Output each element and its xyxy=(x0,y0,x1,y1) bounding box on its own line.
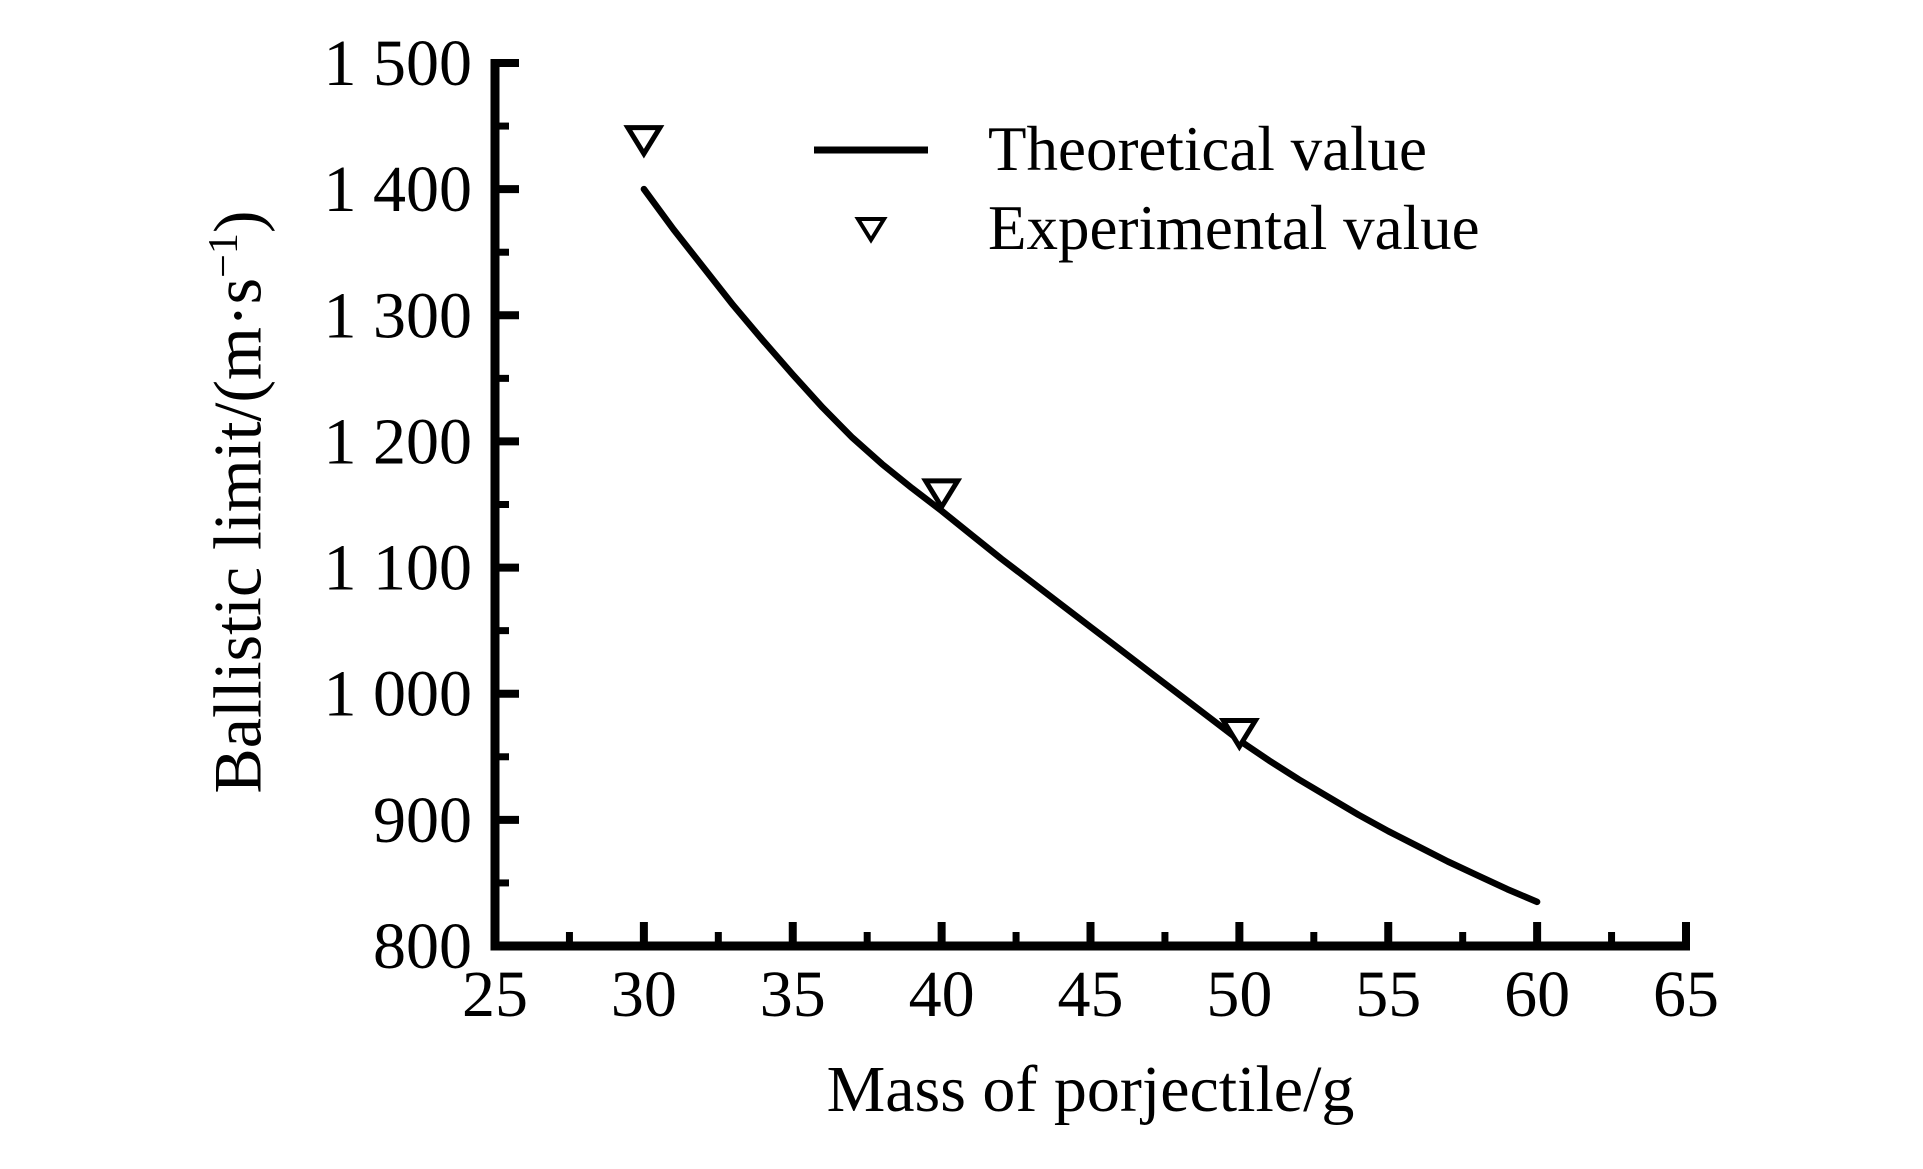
y-axis-title: Ballistic limit/(m·s−1) xyxy=(199,210,278,793)
x-axis-title: Mass of porjectile/g xyxy=(826,1053,1355,1126)
y-tick-label: 800 xyxy=(373,910,472,983)
legend-item-experimental: Experimental value xyxy=(806,189,1480,268)
x-tick-label: 30 xyxy=(611,958,677,1031)
y-axis-title-exponent: −1 xyxy=(199,233,247,278)
experimental-marker xyxy=(623,125,665,159)
triangle-down-icon xyxy=(806,214,936,244)
y-tick-label: 1 300 xyxy=(324,279,473,352)
y-tick-label: 1 100 xyxy=(324,532,473,605)
y-tick-label: 1 500 xyxy=(324,27,473,100)
experimental-marker xyxy=(1218,718,1260,752)
y-axis-title-text: Ballistic limit/(m·s xyxy=(199,277,276,794)
legend: Theoretical value Experimental value xyxy=(806,110,1480,268)
y-tick-label: 1 000 xyxy=(324,658,473,731)
experimental-marker xyxy=(921,478,963,512)
x-tick-label: 55 xyxy=(1355,958,1421,1031)
x-tick-label: 35 xyxy=(760,958,826,1031)
x-tick-label: 45 xyxy=(1058,958,1124,1031)
y-tick-label: 900 xyxy=(373,784,472,857)
y-axis-title-close: ) xyxy=(199,210,276,234)
x-tick-label: 65 xyxy=(1653,958,1719,1031)
y-tick-label: 1 200 xyxy=(324,405,473,478)
legend-label-theoretical: Theoretical value xyxy=(988,114,1428,184)
x-tick-label: 60 xyxy=(1504,958,1570,1031)
legend-label-experimental: Experimental value xyxy=(988,193,1480,263)
x-tick-label: 25 xyxy=(462,958,528,1031)
line-sample-icon xyxy=(806,143,936,157)
y-tick-label: 1 400 xyxy=(324,153,473,226)
legend-item-theoretical: Theoretical value xyxy=(806,110,1480,189)
x-tick-label: 50 xyxy=(1206,958,1272,1031)
x-tick-label: 40 xyxy=(909,958,975,1031)
theoretical-curve xyxy=(640,185,1541,906)
